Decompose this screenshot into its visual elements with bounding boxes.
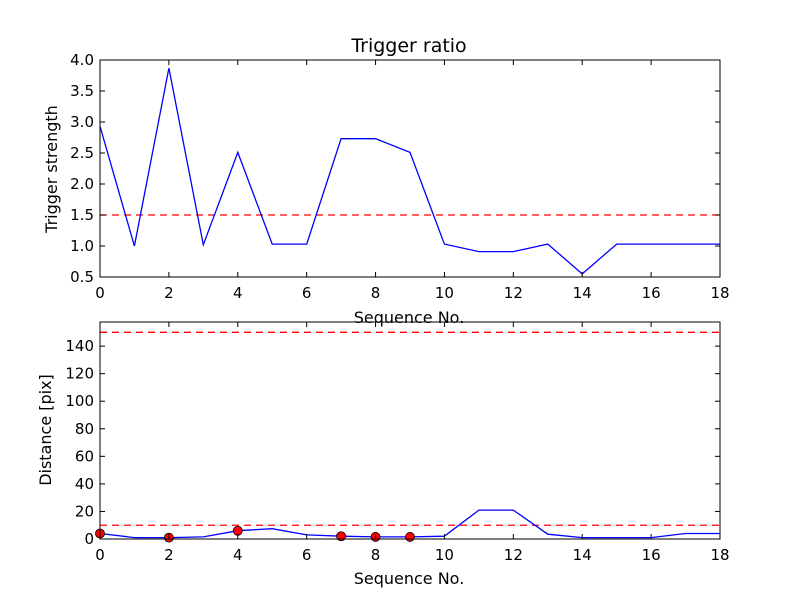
chart-distance: Sequence No. Distance [pix] 0 2 4 6 8 10 12 14 1…	[36, 321, 730, 588]
y-tick-label: 80	[75, 420, 94, 438]
y-axis-label: Trigger strength	[42, 105, 61, 234]
x-tick-label: 6	[302, 546, 312, 564]
y-tick-label: 60	[75, 447, 94, 465]
x-tick-label: 10	[435, 284, 454, 302]
y-tick-label: 20	[75, 502, 94, 520]
x-tick-label: 4	[233, 284, 243, 302]
x-tick-label: 16	[642, 546, 661, 564]
data-point	[232, 525, 243, 536]
x-tick-label: 18	[710, 284, 729, 302]
y-tick-label: 2.5	[70, 144, 94, 162]
y-tick-label: 3.5	[70, 82, 94, 100]
y-tick-label: 1.5	[70, 206, 94, 224]
data-point	[336, 531, 347, 542]
x-tick-label: 2	[164, 546, 174, 564]
plot-frame	[99, 321, 721, 540]
x-tick-label: 0	[95, 546, 105, 564]
x-tick-label: 2	[164, 284, 174, 302]
x-tick-label: 8	[371, 546, 381, 564]
x-tick-label: 12	[504, 546, 523, 564]
x-tick-label: 16	[642, 284, 661, 302]
chart-title: Trigger ratio	[350, 35, 466, 57]
x-tick-label: 4	[233, 546, 243, 564]
y-tick-label: 100	[65, 392, 94, 410]
y-tick-label: 4.0	[70, 51, 94, 69]
y-axis-label: Distance [pix]	[36, 374, 55, 486]
x-axis-label: Sequence No.	[354, 569, 465, 588]
x-axis-label: Sequence No.	[354, 308, 465, 327]
y-tick-label: 2.0	[70, 175, 94, 193]
x-tick-label: 8	[371, 284, 381, 302]
y-tick-label: 40	[75, 475, 94, 493]
plot-frame	[99, 59, 721, 278]
x-tick-label: 18	[710, 546, 729, 564]
data-point	[405, 532, 415, 542]
x-tick-label: 12	[504, 284, 523, 302]
x-tick-label: 10	[435, 546, 454, 564]
series-line	[99, 67, 720, 275]
x-tick-label: 6	[302, 284, 312, 302]
x-tick-label: 14	[573, 546, 592, 564]
y-tick-label: 0.5	[70, 268, 94, 286]
y-tick-label: 0	[84, 530, 94, 548]
y-tick-label: 140	[65, 337, 94, 355]
x-tick-label: 14	[573, 284, 592, 302]
x-tick-label: 0	[95, 284, 105, 302]
chart-trigger-ratio: Trigger ratio Sequence No. Trigger stren…	[42, 35, 730, 327]
y-tick-label: 120	[65, 365, 94, 383]
y-tick-label: 1.0	[70, 237, 94, 255]
y-tick-label: 3.0	[70, 113, 94, 131]
